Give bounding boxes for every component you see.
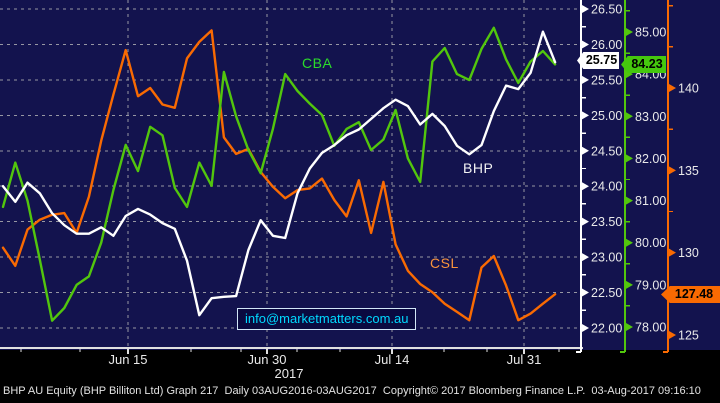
y-tick-arrow-bhp [582,5,589,13]
y-tick-label-cba: 79.00 [635,278,666,292]
x-axis-year-label: 2017 [274,366,304,381]
y-tick-arrow-bhp [582,253,589,262]
y-tick-label-csl: 135 [678,164,699,178]
y-tick-arrow-cba [626,112,633,121]
y-tick-label-bhp: 24.00 [591,180,622,194]
y-tick-label-bhp: 23.00 [591,251,622,265]
x-axis-label-jun30: Jun 30 [247,352,287,367]
y-tick-label-cba: 83.00 [635,110,666,124]
y-tick-label-cba: 85.00 [635,26,666,40]
y-tick-label-bhp: 22.50 [591,286,622,300]
series-label-bhp: BHP [463,160,494,176]
y-tick-arrow-bhp [582,324,589,332]
x-axis-label-jul31: Jul 31 [506,352,542,367]
y-tick-label-bhp: 22.00 [591,322,622,336]
series-label-csl: CSL [430,255,459,271]
price-line-bhp [1,30,557,317]
y-tick-label-bhp: 26.00 [591,38,622,52]
x-axis-label-jul14: Jul 14 [374,352,410,367]
y-tick-label-bhp: 25.00 [591,109,622,123]
y-tick-label-cba: 82.00 [635,152,666,166]
series-label-cba: CBA [302,55,333,71]
y-tick-arrow-bhp [582,182,589,191]
watermark-email: info@marketmatters.com.au [237,308,417,330]
y-tick-arrow-bhp [582,288,589,297]
y-tick-arrow-bhp [582,217,589,226]
y-tick-arrow-bhp [582,40,589,49]
bottom-panel-background [0,350,720,403]
y-tick-arrow-csl [669,248,676,257]
price-line-cba [1,26,557,322]
y-tick-label-bhp: 25.50 [591,73,622,87]
y-tick-arrow-cba [626,28,633,36]
last-price-flag-csl: 127.48 [661,286,720,303]
y-tick-label-cba: 81.00 [635,194,666,208]
y-tick-label-csl: 130 [678,246,699,260]
y-tick-label-cba: 78.00 [635,321,666,335]
y-tick-label-cba: 80.00 [635,236,666,250]
y-tick-arrow-csl [669,84,676,92]
y-tick-arrow-cba [626,154,633,163]
y-tick-arrow-cba [626,238,633,247]
y-tick-arrow-cba [626,196,633,205]
y-tick-arrow-bhp [582,75,589,84]
y-tick-label-bhp: 24.50 [591,144,622,158]
y-tick-arrow-cba [626,280,633,289]
last-price-flag-cba: 84.23 [621,56,666,73]
y-tick-label-bhp: 23.50 [591,215,622,229]
status-bar: BHP AU Equity (BHP Billiton Ltd) Graph 2… [3,385,701,397]
price-line-csl [1,29,557,322]
y-tick-arrow-csl [669,166,676,175]
y-tick-arrow-bhp [582,146,589,155]
y-tick-arrow-bhp [582,111,589,120]
y-tick-label-bhp: 26.50 [591,3,622,17]
y-tick-arrow-cba [626,323,633,331]
y-tick-label-csl: 125 [678,329,699,343]
x-axis-label-jun15: Jun 15 [108,352,148,367]
y-tick-label-csl: 140 [678,82,699,96]
last-price-flag-bhp: 25.75 [577,52,619,69]
y-tick-arrow-csl [669,331,676,339]
